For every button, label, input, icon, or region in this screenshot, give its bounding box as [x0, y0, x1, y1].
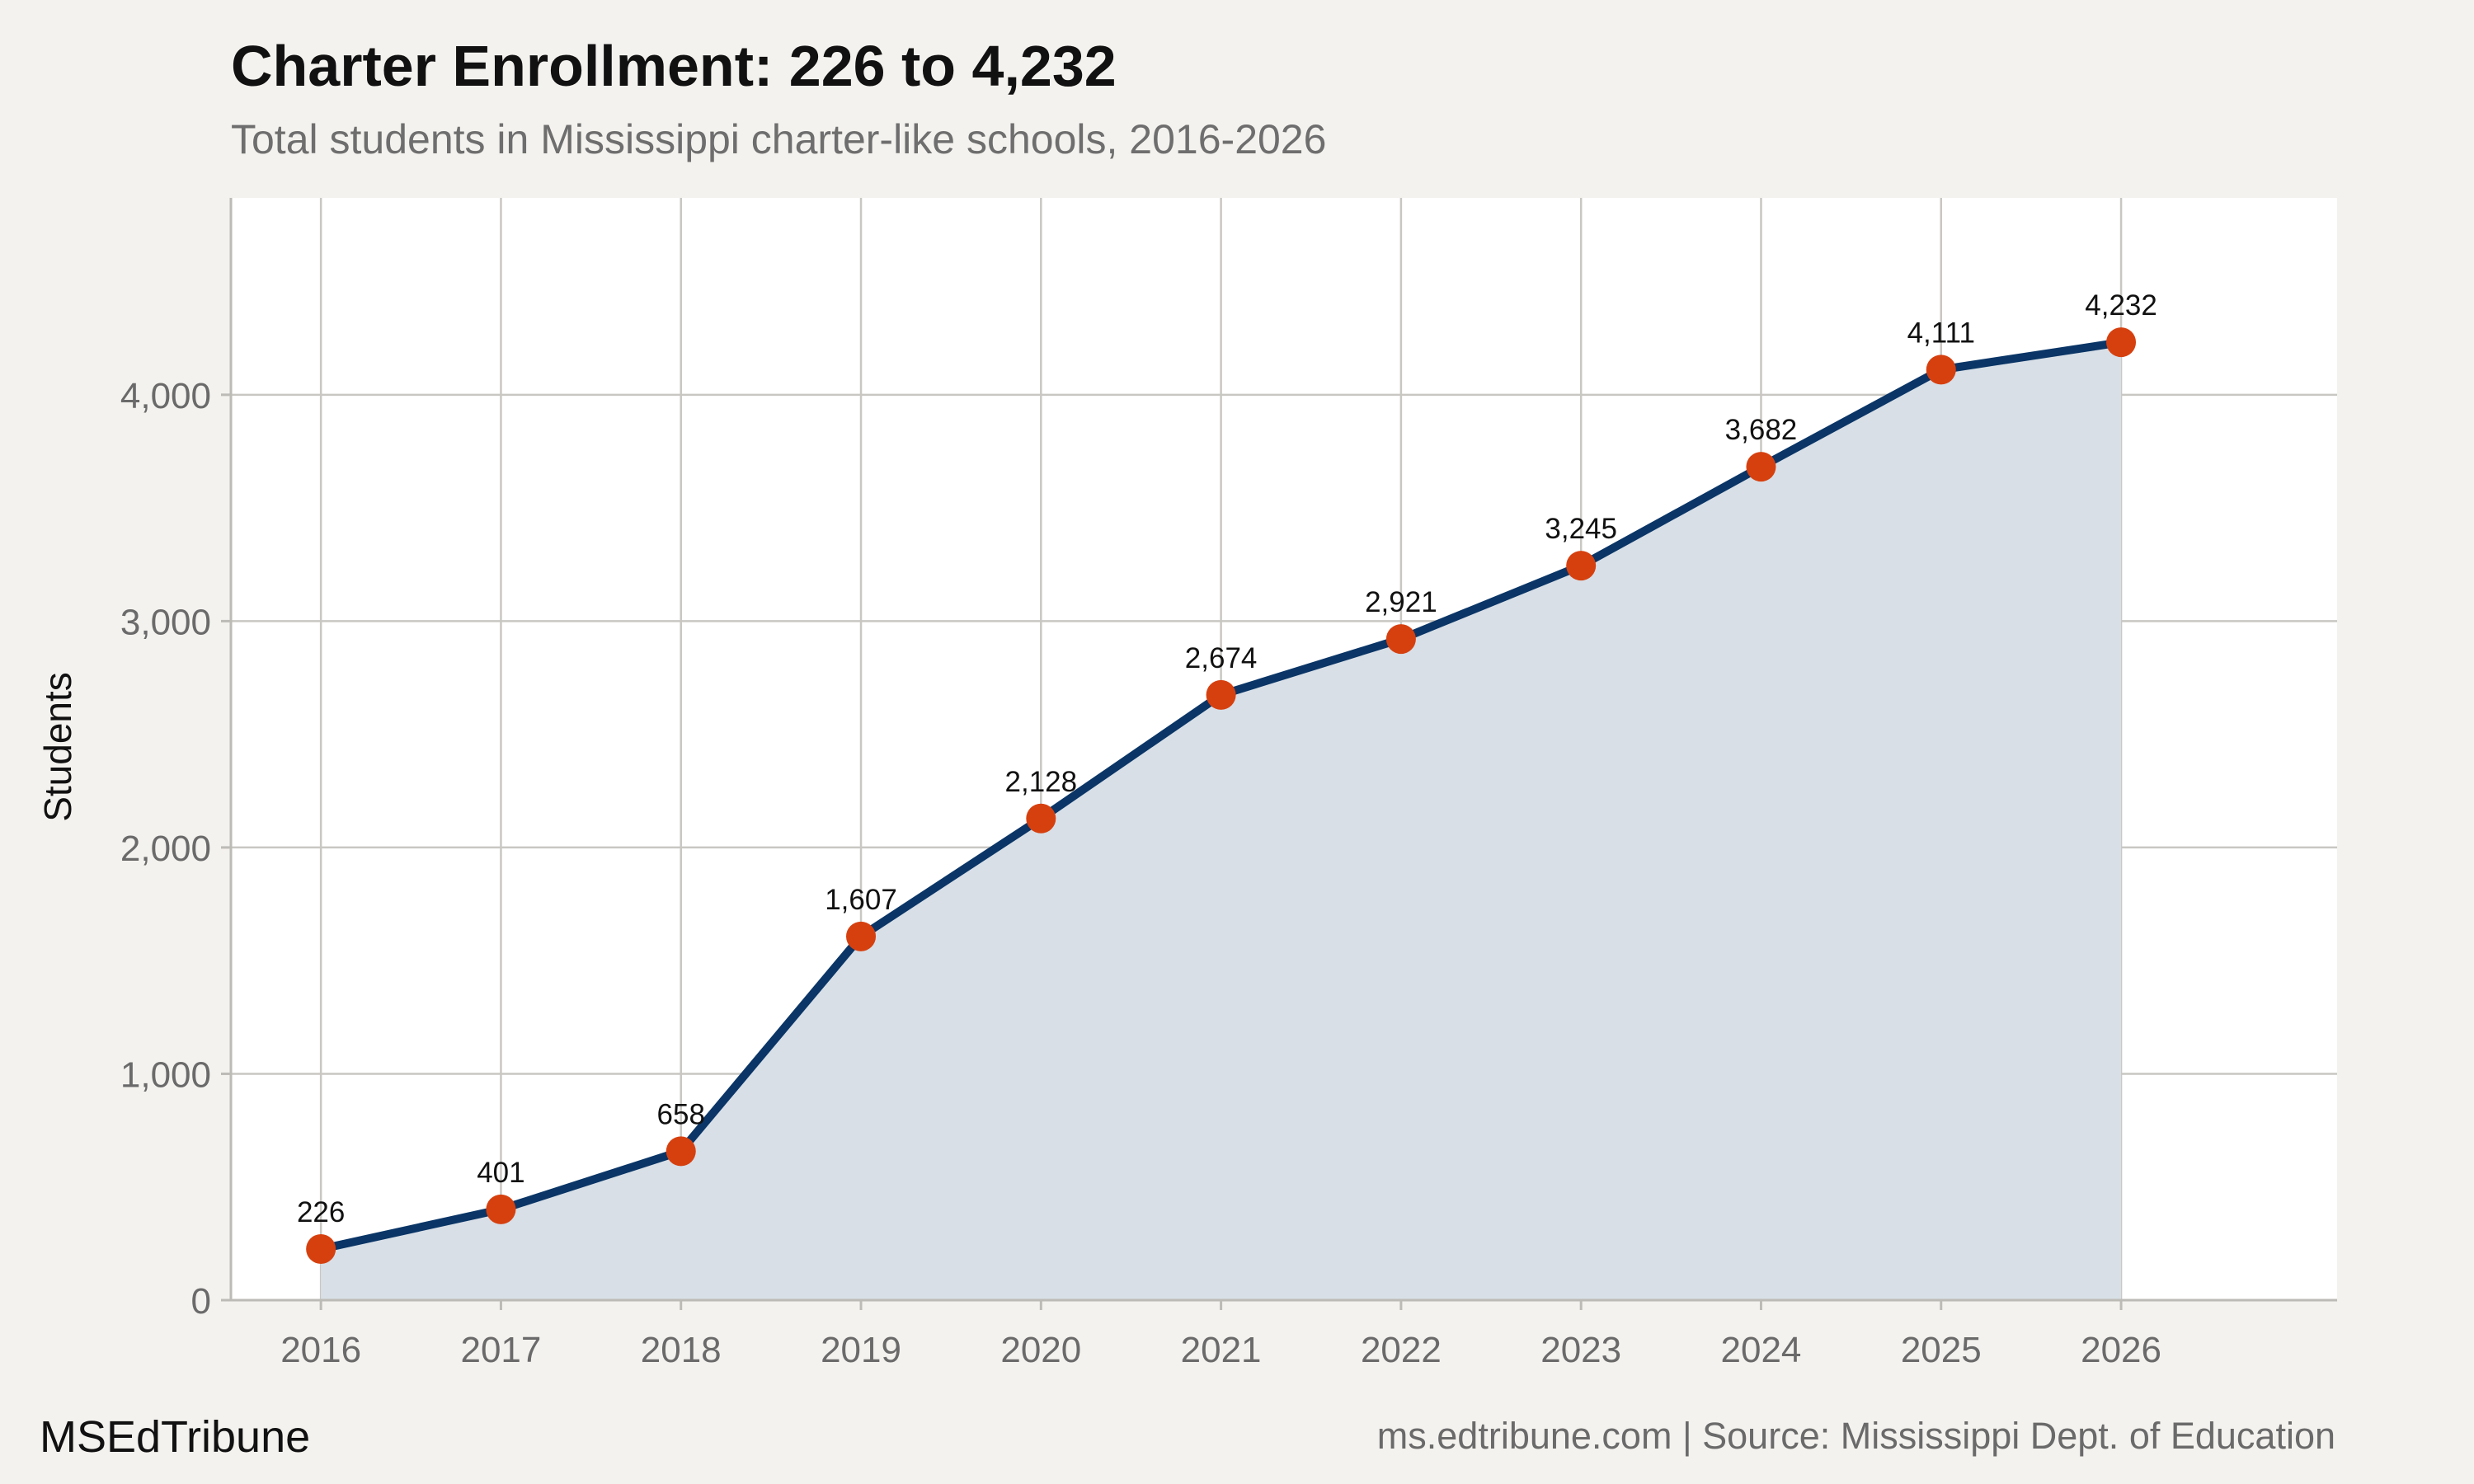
- data-label-2021: 2,674: [1185, 642, 1258, 674]
- y-tick-label: 0: [191, 1281, 211, 1322]
- data-labels: 226 401 658 1,607 2,128 2,674 2,921 3,245 3,682 4…: [297, 289, 2157, 1228]
- chart-title: Charter Enrollment: 226 to 4,232: [231, 34, 1117, 98]
- x-tick-label: 2017: [460, 1330, 541, 1370]
- data-point-2018: [666, 1136, 696, 1167]
- data-point-2024: [1746, 452, 1776, 482]
- x-tick-label: 2016: [280, 1330, 361, 1370]
- data-label-2024: 3,682: [1725, 414, 1798, 446]
- source-credit: ms.edtribune.com | Source: Mississippi D…: [1376, 1415, 2335, 1457]
- data-point-2026: [2106, 327, 2137, 358]
- data-point-2022: [1385, 624, 1416, 655]
- x-tick-label: 2020: [1000, 1330, 1081, 1370]
- axes: [221, 198, 2337, 1310]
- x-tick-label: 2024: [1721, 1330, 1802, 1370]
- data-label-2026: 4,232: [2085, 289, 2157, 322]
- data-label-2016: 226: [297, 1196, 345, 1228]
- y-tick-label: 2,000: [120, 829, 211, 869]
- data-point-2016: [306, 1233, 336, 1264]
- x-tick-label: 2019: [821, 1330, 901, 1370]
- brand-logo-text: MSEdTribune: [40, 1412, 311, 1462]
- x-tick-label: 2026: [2081, 1330, 2161, 1370]
- data-point-2023: [1566, 551, 1597, 581]
- y-tick-label: 3,000: [120, 602, 211, 642]
- y-tick-label: 4,000: [120, 376, 211, 416]
- x-tick-label: 2018: [641, 1330, 722, 1370]
- data-label-2019: 1,607: [825, 884, 897, 916]
- data-label-2018: 658: [657, 1098, 705, 1130]
- data-point-2025: [1926, 355, 1956, 385]
- y-tick-label: 1,000: [120, 1054, 211, 1095]
- data-point-2021: [1206, 679, 1236, 710]
- area-fill: [321, 342, 2122, 1300]
- data-label-2022: 2,921: [1365, 586, 1437, 618]
- data-label-2017: 401: [477, 1157, 524, 1189]
- x-tick-label: 2022: [1361, 1330, 1442, 1370]
- data-label-2020: 2,128: [1005, 766, 1078, 798]
- data-label-2023: 3,245: [1545, 513, 1617, 545]
- x-tick-label: 2023: [1540, 1330, 1621, 1370]
- chart-subtitle: Total students in Mississippi charter-li…: [231, 116, 1327, 162]
- x-tick-label: 2021: [1181, 1330, 1262, 1370]
- x-tick-label: 2025: [1901, 1330, 1982, 1370]
- data-point-2020: [1026, 803, 1056, 834]
- tick-labels: 0 1,000 2,000 3,000 4,000 2016 2017 2018 2019 202…: [120, 376, 2161, 1370]
- data-point-2019: [846, 921, 877, 951]
- data-point-2017: [486, 1194, 516, 1224]
- data-label-2025: 4,111: [1907, 317, 1975, 349]
- y-axis-title: Students: [36, 672, 79, 822]
- data-points: [306, 327, 2137, 1264]
